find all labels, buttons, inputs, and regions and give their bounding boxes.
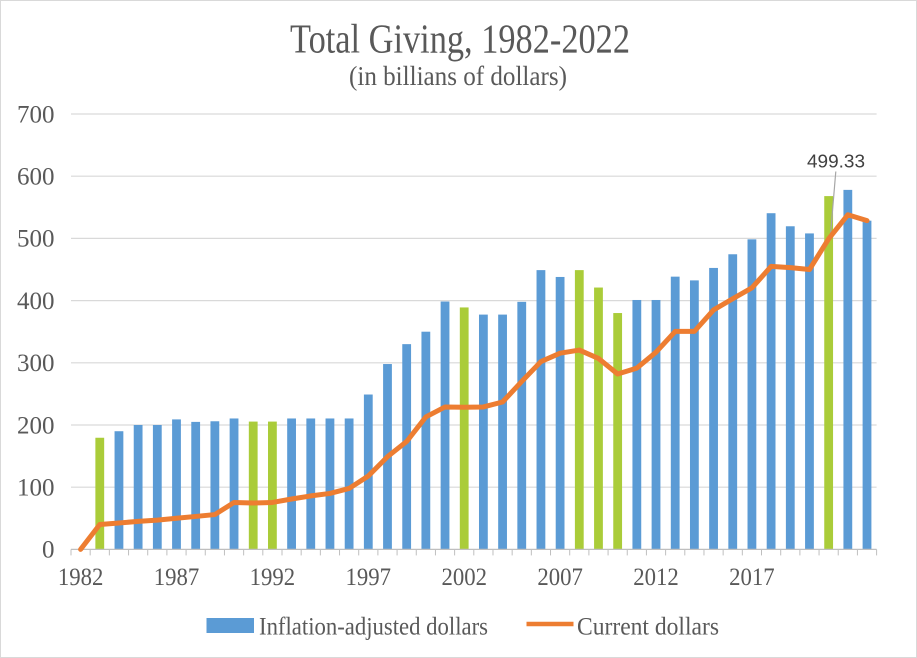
svg-text:2007: 2007 — [537, 564, 583, 591]
svg-text:Current dollars: Current dollars — [577, 614, 719, 641]
svg-text:2012: 2012 — [633, 564, 679, 591]
svg-text:600: 600 — [17, 164, 55, 191]
svg-text:2002: 2002 — [441, 564, 487, 591]
svg-text:1997: 1997 — [346, 564, 392, 591]
svg-text:100: 100 — [17, 475, 55, 502]
svg-text:Inflation-adjusted dollars: Inflation-adjusted dollars — [259, 614, 488, 641]
svg-text:1987: 1987 — [154, 564, 200, 591]
svg-text:500: 500 — [17, 226, 55, 253]
svg-text:400: 400 — [17, 288, 55, 315]
svg-text:1982: 1982 — [58, 564, 104, 591]
svg-text:2017: 2017 — [729, 564, 775, 591]
svg-text:200: 200 — [17, 412, 55, 439]
svg-text:0: 0 — [42, 537, 55, 564]
svg-text:(in billians of dollars): (in billians of dollars) — [349, 61, 567, 91]
svg-text:700: 700 — [17, 101, 55, 128]
svg-text:499.33: 499.33 — [807, 151, 865, 172]
svg-text:300: 300 — [17, 350, 55, 377]
svg-text:Total Giving, 1982-2022: Total Giving, 1982-2022 — [290, 15, 630, 61]
svg-text:1992: 1992 — [250, 564, 296, 591]
